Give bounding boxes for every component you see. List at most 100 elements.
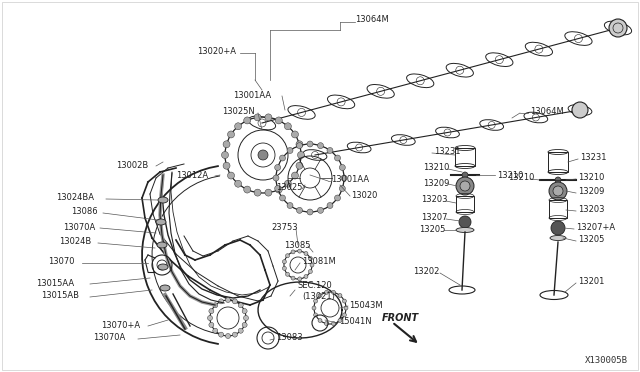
Text: 13070: 13070 xyxy=(48,257,74,266)
Circle shape xyxy=(314,313,317,317)
Text: 13070A: 13070A xyxy=(63,222,95,231)
Circle shape xyxy=(232,332,237,337)
Circle shape xyxy=(317,207,323,213)
Text: 13083: 13083 xyxy=(276,334,303,343)
Circle shape xyxy=(327,202,333,209)
Circle shape xyxy=(338,318,342,323)
Circle shape xyxy=(212,328,218,333)
Circle shape xyxy=(275,186,281,192)
Text: 13209: 13209 xyxy=(423,179,449,187)
Circle shape xyxy=(254,114,261,121)
Text: 23753: 23753 xyxy=(271,224,298,232)
Circle shape xyxy=(219,299,223,304)
Circle shape xyxy=(553,186,563,196)
Circle shape xyxy=(308,269,312,273)
Circle shape xyxy=(298,151,305,158)
Text: 13203: 13203 xyxy=(578,205,605,215)
Circle shape xyxy=(282,260,287,264)
Circle shape xyxy=(258,150,268,160)
Circle shape xyxy=(460,181,470,191)
Circle shape xyxy=(228,131,234,138)
Circle shape xyxy=(339,186,346,192)
Circle shape xyxy=(314,299,317,303)
Circle shape xyxy=(238,303,243,308)
Circle shape xyxy=(243,315,248,321)
Text: 13205: 13205 xyxy=(578,235,604,244)
Text: FRONT: FRONT xyxy=(382,313,419,323)
Circle shape xyxy=(555,177,561,183)
Circle shape xyxy=(209,323,214,327)
Circle shape xyxy=(280,155,285,161)
Text: 13064M: 13064M xyxy=(530,108,564,116)
Text: 13231: 13231 xyxy=(434,148,461,157)
Circle shape xyxy=(242,323,247,327)
Text: 13210: 13210 xyxy=(508,173,534,183)
Ellipse shape xyxy=(158,264,168,270)
Circle shape xyxy=(244,117,251,124)
Circle shape xyxy=(282,266,287,270)
Ellipse shape xyxy=(456,228,474,232)
Circle shape xyxy=(291,172,298,179)
Circle shape xyxy=(296,207,303,213)
Circle shape xyxy=(223,141,230,148)
Circle shape xyxy=(308,256,312,260)
Text: 13201: 13201 xyxy=(578,278,604,286)
Text: 13207+A: 13207+A xyxy=(576,224,615,232)
Circle shape xyxy=(212,303,218,308)
Circle shape xyxy=(332,322,335,326)
Circle shape xyxy=(324,291,328,294)
Circle shape xyxy=(338,294,342,298)
Text: 13024BA: 13024BA xyxy=(56,193,94,202)
Text: 13085: 13085 xyxy=(284,241,310,250)
Text: 15043M: 15043M xyxy=(349,301,383,310)
Circle shape xyxy=(318,294,322,298)
Text: 13002B: 13002B xyxy=(116,160,148,170)
Circle shape xyxy=(275,186,282,193)
Text: X130005B: X130005B xyxy=(585,356,628,365)
Circle shape xyxy=(549,182,567,200)
Circle shape xyxy=(209,309,214,314)
Circle shape xyxy=(287,147,293,154)
Circle shape xyxy=(341,175,347,181)
Text: 13001AA: 13001AA xyxy=(233,90,271,99)
Text: 13203: 13203 xyxy=(421,196,447,205)
Text: 13015AB: 13015AB xyxy=(41,292,79,301)
Circle shape xyxy=(342,299,346,303)
Circle shape xyxy=(232,299,237,304)
Text: 13231: 13231 xyxy=(580,154,607,163)
Text: 13015AA: 13015AA xyxy=(36,279,74,288)
Circle shape xyxy=(291,276,295,280)
Circle shape xyxy=(265,189,272,196)
Circle shape xyxy=(223,162,230,169)
Circle shape xyxy=(298,277,301,281)
Text: 13210: 13210 xyxy=(578,173,604,183)
Circle shape xyxy=(344,306,348,310)
Circle shape xyxy=(291,250,295,254)
Circle shape xyxy=(342,313,346,317)
Text: 13202: 13202 xyxy=(413,267,440,276)
Text: 13020: 13020 xyxy=(351,190,378,199)
Circle shape xyxy=(339,164,346,170)
Circle shape xyxy=(307,209,313,215)
Text: 13207: 13207 xyxy=(421,214,447,222)
Circle shape xyxy=(310,263,314,267)
Circle shape xyxy=(456,177,474,195)
Circle shape xyxy=(609,19,627,37)
Text: 13086: 13086 xyxy=(71,208,98,217)
Circle shape xyxy=(273,175,279,181)
Bar xyxy=(456,196,474,212)
Circle shape xyxy=(307,141,313,147)
Circle shape xyxy=(254,189,261,196)
Circle shape xyxy=(280,195,285,201)
Circle shape xyxy=(238,328,243,333)
Text: 13012A: 13012A xyxy=(176,170,208,180)
Circle shape xyxy=(304,275,308,279)
Ellipse shape xyxy=(550,235,566,241)
Bar xyxy=(549,200,567,218)
Circle shape xyxy=(298,249,301,253)
Text: 13205: 13205 xyxy=(419,224,445,234)
Text: 13025: 13025 xyxy=(276,183,302,192)
Circle shape xyxy=(219,332,223,337)
Circle shape xyxy=(332,291,335,294)
Circle shape xyxy=(228,172,234,179)
